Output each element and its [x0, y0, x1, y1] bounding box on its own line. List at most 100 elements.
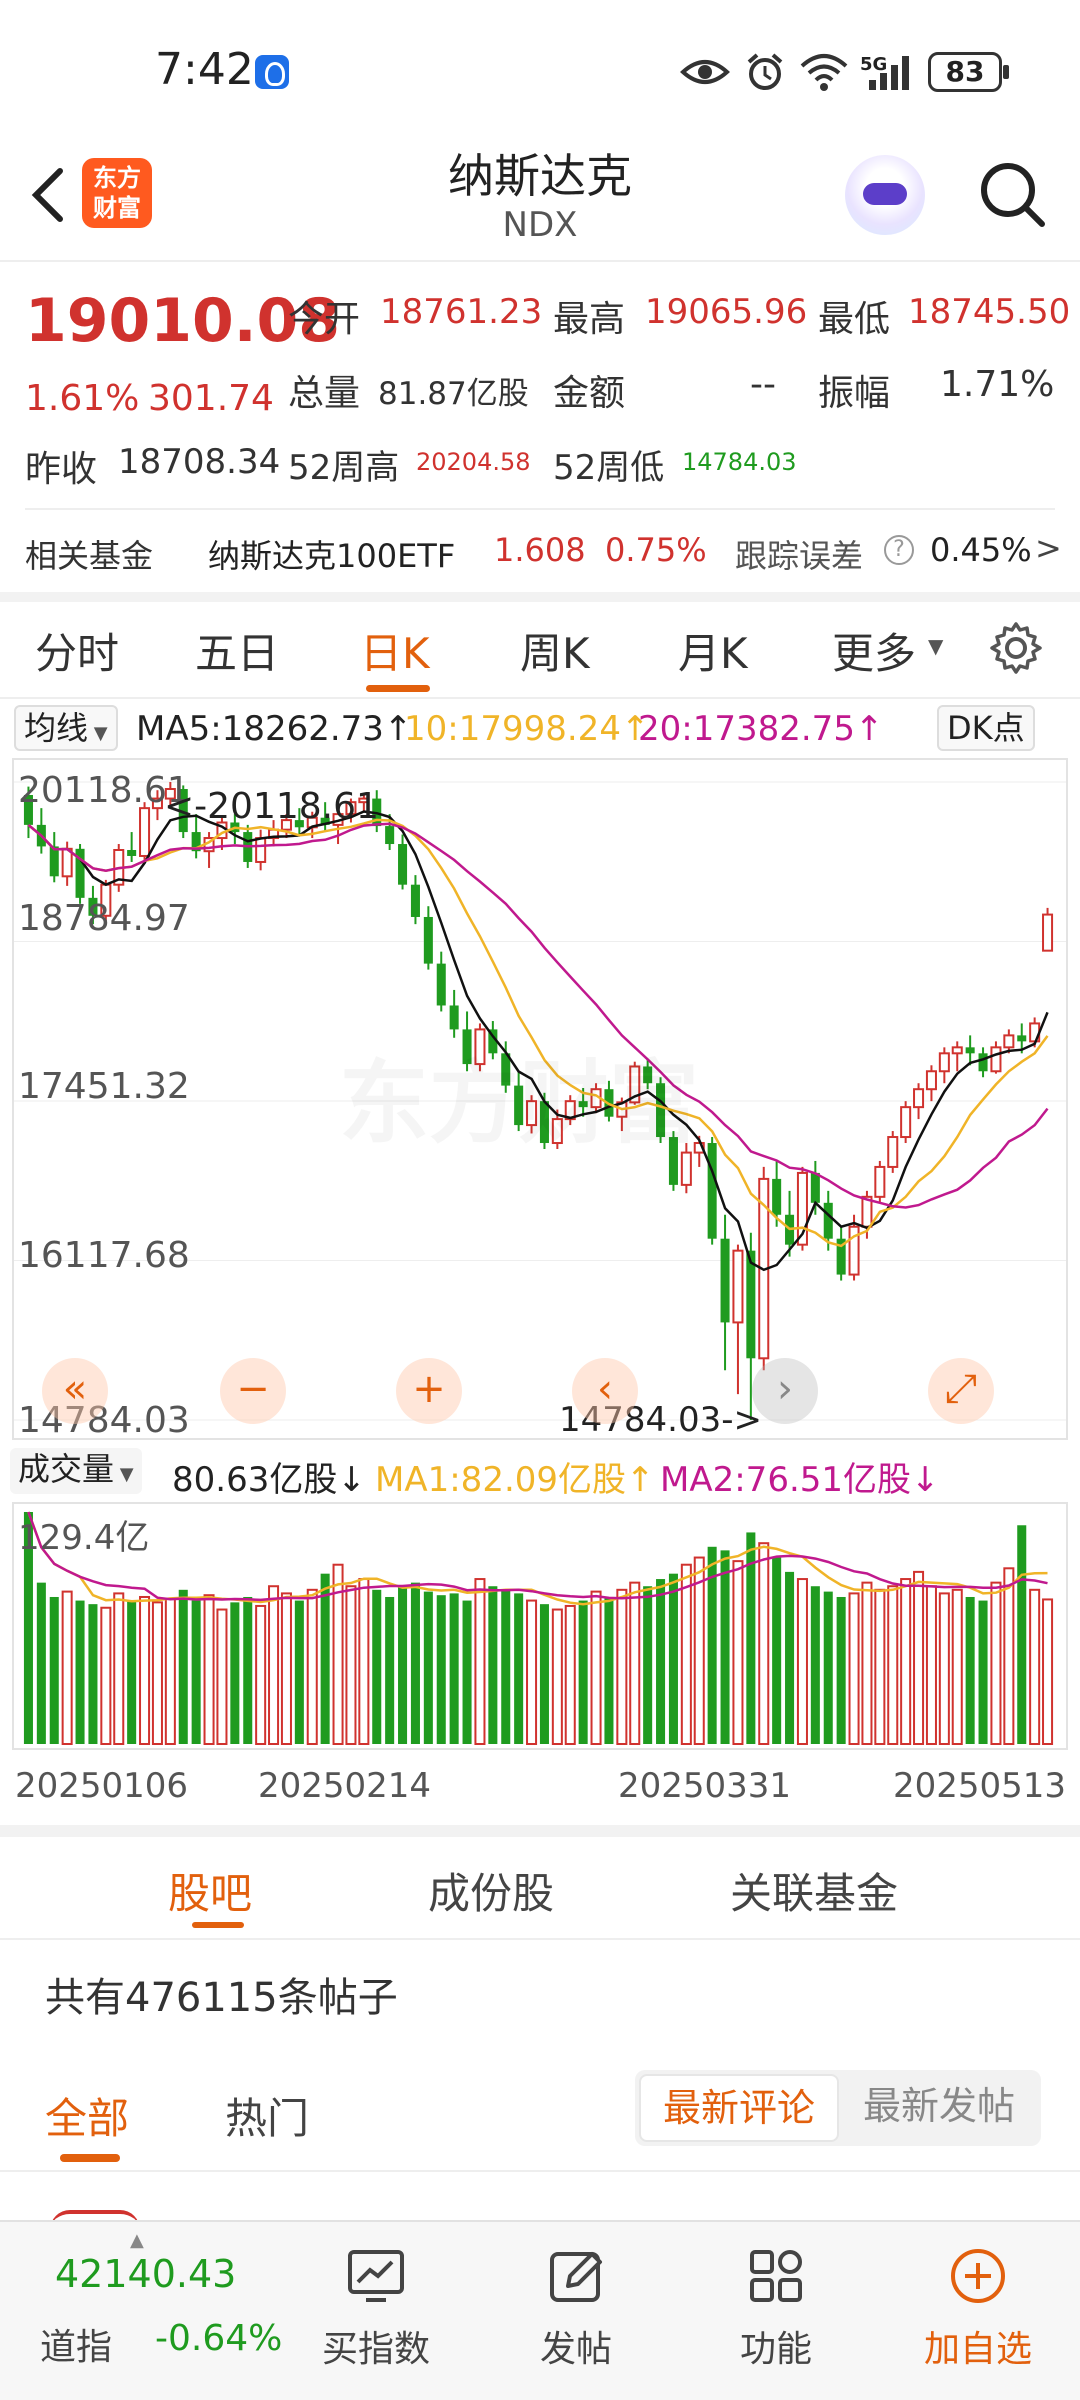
app-logo: 东方 财富: [82, 158, 152, 228]
candle-body: [951, 1046, 963, 1055]
volume-bar: [887, 1585, 899, 1745]
candle-body: [127, 850, 137, 856]
candle-body: [23, 794, 33, 825]
buy-index-button[interactable]: 买指数: [276, 2222, 476, 2400]
volume-bar: [191, 1600, 201, 1744]
volume-bar: [294, 1600, 304, 1744]
candle-body: [965, 1047, 975, 1054]
tab-five-day[interactable]: 五日: [195, 629, 280, 678]
candle-body: [164, 788, 176, 800]
page-title: 纳斯达克: [448, 149, 632, 203]
filter-hot[interactable]: 热门: [225, 2094, 310, 2143]
help-icon[interactable]: ?: [884, 535, 914, 565]
tab-constituents[interactable]: 成份股: [428, 1869, 555, 1918]
high-value: 19065.96: [645, 292, 808, 332]
tab-more[interactable]: 更多: [832, 629, 917, 678]
gear-icon[interactable]: [988, 620, 1044, 676]
period-tabs: 分时 五日 日K 周K 月K 更多 ▼: [0, 600, 1080, 695]
volume-bar: [848, 1592, 860, 1745]
candle-body: [49, 846, 59, 877]
volume-bar: [151, 1601, 163, 1746]
volume-bar: [410, 1582, 420, 1744]
candle-body: [1017, 1035, 1027, 1042]
candle-body: [848, 1225, 860, 1276]
candle-body: [772, 1178, 782, 1215]
filter-all[interactable]: 全部: [45, 2094, 130, 2143]
candle-body: [925, 1070, 937, 1091]
dow-index-ticker[interactable]: 42140.43 ▲ 道指 -0.64%: [0, 2222, 290, 2400]
open-label: 今开: [288, 299, 361, 340]
pan-left-button[interactable]: ‹: [572, 1358, 638, 1424]
volume-bar: [203, 1594, 215, 1745]
tracking-error-label: 跟踪误差: [735, 537, 864, 575]
volume-bar: [255, 1604, 267, 1745]
sort-latest-post[interactable]: 最新发帖: [862, 2084, 1015, 2128]
candle-body: [178, 789, 188, 833]
signal-icon: [869, 56, 909, 90]
dow-change: -0.64%: [155, 2318, 283, 2359]
zoom-in-button[interactable]: +: [396, 1358, 462, 1424]
candle-body: [1003, 1034, 1015, 1049]
volume-chart[interactable]: 129.4亿: [12, 1502, 1068, 1750]
tracking-error-value: 0.45%: [930, 531, 1032, 569]
ma-selector[interactable]: 均线 ▼: [14, 705, 118, 751]
w52-high-label: 52周高: [288, 448, 400, 488]
w52-low-value: 14784.03: [682, 448, 797, 476]
ai-assistant-avatar[interactable]: [845, 155, 925, 235]
chart-trend-icon: [348, 2250, 404, 2302]
y-tick-label: 16117.68: [18, 1235, 190, 1276]
tab-guba[interactable]: 股吧: [168, 1869, 253, 1918]
fullscreen-button[interactable]: ⤢: [928, 1358, 994, 1424]
related-fund-row[interactable]: 相关基金 纳斯达克100ETF 1.608 0.75% 跟踪误差 ? 0.45%…: [0, 515, 1080, 590]
y-tick-label: 20118.61: [18, 770, 190, 811]
back-arrow-icon[interactable]: [28, 165, 68, 225]
volume-selector[interactable]: 成交量 ▼: [10, 1448, 142, 1494]
tab-daily-k[interactable]: 日K: [360, 629, 430, 678]
change-value: 301.74: [148, 378, 274, 419]
fund-change: 0.75%: [605, 531, 707, 569]
tab-related-funds[interactable]: 关联基金: [730, 1869, 899, 1918]
candle-body: [732, 1249, 744, 1324]
volume-bar: [720, 1550, 730, 1744]
sort-latest-comment[interactable]: 最新评论: [639, 2074, 839, 2142]
search-icon[interactable]: [976, 158, 1048, 230]
post-avatar-partial: [50, 2210, 140, 2230]
candle-body: [900, 1106, 912, 1139]
ma5-line: [27, 810, 1049, 1272]
tab-monthly-k[interactable]: 月K: [678, 629, 748, 678]
post-button[interactable]: 发帖: [476, 2222, 676, 2400]
pan-left-fast-button[interactable]: «: [42, 1358, 108, 1424]
max-annotation: <-20118.61: [164, 786, 379, 827]
candle-body: [990, 1046, 1002, 1073]
dk-point-button[interactable]: DK点: [937, 705, 1035, 751]
active-tab-indicator: [366, 685, 430, 692]
tab-fenshi[interactable]: 分时: [35, 629, 120, 678]
volume-bar: [772, 1557, 782, 1744]
add-watchlist-button[interactable]: 加自选: [878, 2222, 1078, 2400]
volume-bar: [61, 1590, 73, 1745]
volume-bar: [514, 1593, 524, 1744]
pan-right-button[interactable]: ›: [752, 1358, 818, 1424]
divider: [0, 697, 1080, 699]
volume-bar: [462, 1600, 472, 1744]
candle-body: [294, 820, 304, 828]
volume-bar: [23, 1512, 33, 1744]
tab-weekly-k[interactable]: 周K: [520, 629, 590, 678]
candle-body: [823, 1202, 833, 1239]
volume-bar: [796, 1578, 808, 1745]
functions-button[interactable]: 功能: [676, 2222, 876, 2400]
candle-body: [88, 897, 98, 916]
candle-body: [462, 1029, 472, 1065]
active-filter-indicator: [60, 2154, 120, 2162]
volume-bar: [358, 1578, 370, 1745]
candle-body: [578, 1101, 588, 1108]
kline-chart[interactable]: 20118.61 18784.97 17451.32 16117.68 1478…: [12, 758, 1068, 1441]
wifi-icon: [800, 54, 848, 91]
volume-bar: [680, 1563, 692, 1746]
volume-ma2: MA2:76.51亿股↓: [660, 1460, 940, 1500]
dow-value: 42140.43: [55, 2252, 237, 2296]
volume-bar: [643, 1586, 653, 1744]
zoom-out-button[interactable]: −: [220, 1358, 286, 1424]
volume-bar: [488, 1586, 498, 1744]
volume-bar: [604, 1596, 614, 1744]
